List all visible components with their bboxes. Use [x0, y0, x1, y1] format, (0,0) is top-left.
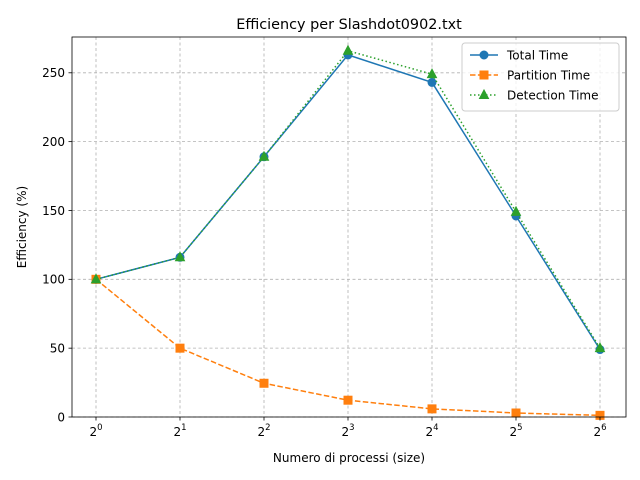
series-detection-time — [90, 44, 606, 353]
data-point — [427, 77, 437, 87]
x-tick-label: 21 — [173, 423, 186, 439]
y-axis-label: Efficiency (%) — [15, 186, 29, 268]
data-point — [343, 395, 353, 405]
x-tick-label: 20 — [89, 423, 102, 439]
legend-marker — [479, 70, 489, 80]
legend-label: Partition Time — [507, 68, 590, 82]
x-tick-label: 23 — [341, 423, 354, 439]
y-tick-label: 150 — [42, 204, 65, 218]
data-point — [342, 44, 354, 55]
grid — [72, 37, 626, 418]
data-point — [259, 378, 269, 388]
legend-box — [461, 42, 620, 112]
data-point — [258, 150, 270, 161]
x-tick-label: 24 — [425, 423, 438, 439]
legend-marker — [478, 88, 490, 99]
legend-entry: Total Time — [470, 48, 568, 62]
data-point — [90, 273, 102, 284]
data-point — [426, 68, 438, 79]
data-point — [511, 408, 521, 418]
data-point — [510, 205, 522, 216]
legend-label: Detection Time — [507, 88, 598, 102]
legend-entry: Partition Time — [470, 68, 590, 82]
chart-title: Efficiency per Slashdot0902.txt — [236, 17, 462, 33]
y-tick-label: 100 — [42, 273, 65, 287]
y-tick-label: 250 — [42, 66, 65, 80]
data-point — [594, 342, 606, 353]
legend: Total Time Partition Time Detection Time — [461, 42, 620, 112]
x-axis: 20 21 22 23 24 25 26 — [89, 417, 607, 439]
series-layer — [90, 44, 606, 420]
data-point — [175, 343, 185, 353]
x-tick-label: 25 — [509, 423, 522, 439]
legend-marker — [479, 50, 489, 60]
data-point — [174, 251, 186, 262]
legend-entry: Detection Time — [470, 88, 598, 102]
x-tick-label: 22 — [257, 423, 270, 439]
y-tick-label: 50 — [50, 341, 65, 355]
x-tick-label: 26 — [593, 423, 606, 439]
y-axis: 0 50 100 150 200 250 — [42, 66, 72, 424]
y-tick-label: 200 — [42, 135, 65, 149]
y-tick-label: 0 — [57, 410, 65, 424]
x-axis-label: Numero di processi (size) — [273, 451, 425, 465]
data-point — [427, 404, 437, 414]
plot-frame — [71, 36, 627, 418]
legend-label: Total Time — [506, 48, 568, 62]
